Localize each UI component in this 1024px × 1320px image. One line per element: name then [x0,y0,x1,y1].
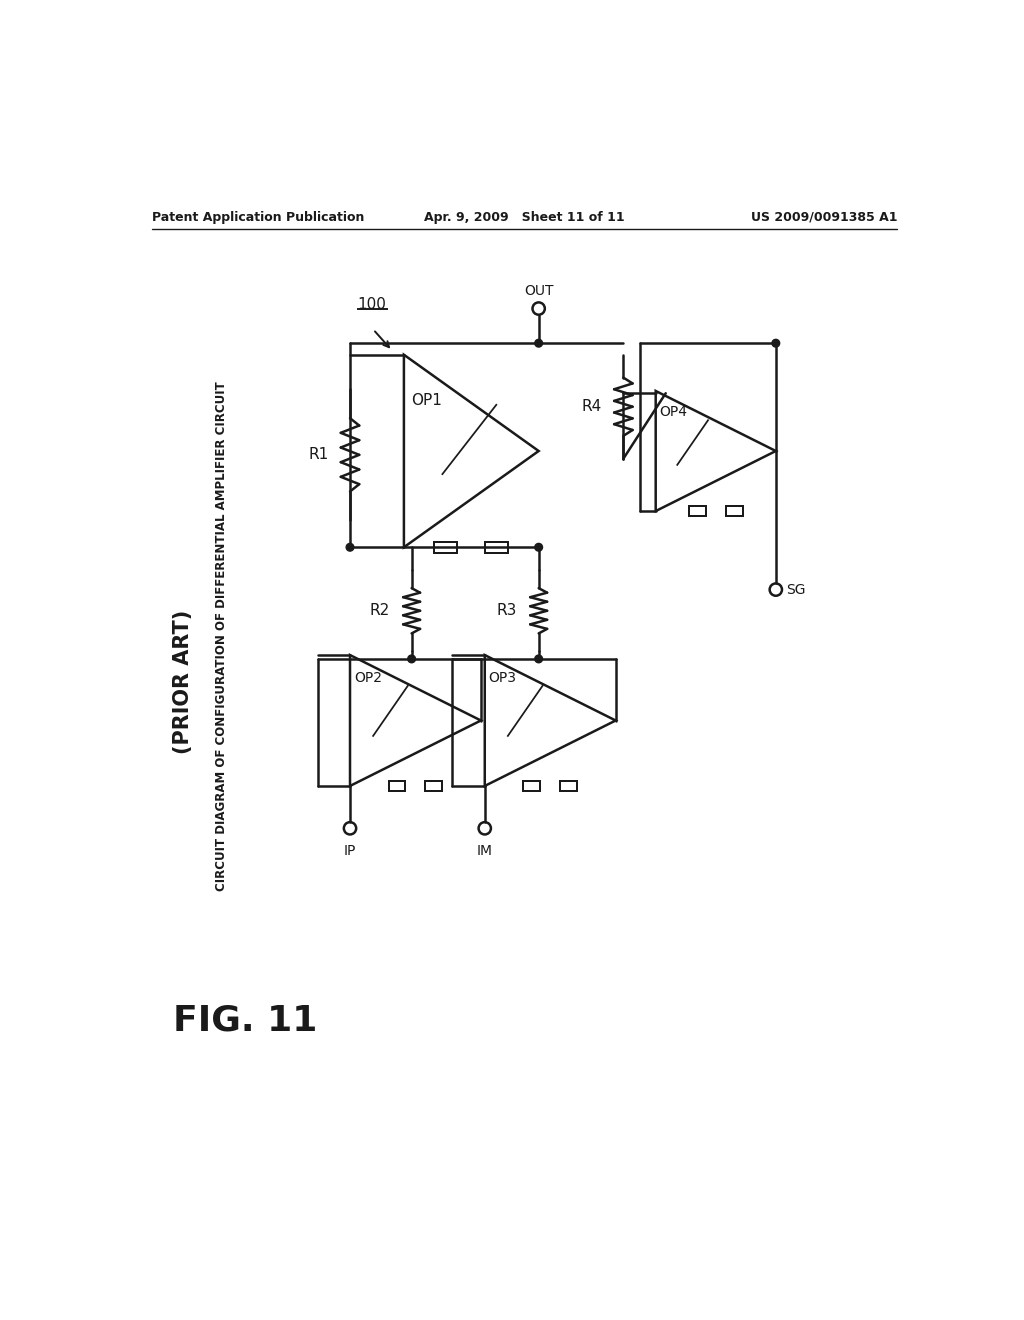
Text: IM: IM [477,843,493,858]
Text: OUT: OUT [524,284,553,298]
Circle shape [535,339,543,347]
Bar [434,543,458,553]
Bar [388,781,406,791]
Text: OP4: OP4 [659,405,687,420]
Circle shape [346,544,354,552]
Circle shape [535,655,543,663]
Text: R4: R4 [582,399,602,414]
Text: R2: R2 [370,603,390,618]
Circle shape [772,339,779,347]
Text: Patent Application Publication: Patent Application Publication [153,211,365,224]
Circle shape [535,544,543,552]
Text: FIG. 11: FIG. 11 [173,1003,317,1038]
Text: IP: IP [344,843,356,858]
Bar [689,507,706,516]
Bar [485,543,508,553]
Circle shape [408,655,416,663]
Text: 100: 100 [357,297,387,313]
Text: CIRCUIT DIAGRAM OF CONFIGURATION OF DIFFERENTIAL AMPLIFIER CIRCUIT: CIRCUIT DIAGRAM OF CONFIGURATION OF DIFF… [215,381,228,891]
Text: OP3: OP3 [488,671,517,685]
Bar [425,781,442,791]
Text: SG: SG [786,582,806,597]
Text: R3: R3 [497,603,517,618]
Bar [523,781,541,791]
Text: R1: R1 [308,447,329,462]
Text: US 2009/0091385 A1: US 2009/0091385 A1 [751,211,897,224]
Text: Apr. 9, 2009   Sheet 11 of 11: Apr. 9, 2009 Sheet 11 of 11 [425,211,625,224]
Text: (PRIOR ART): (PRIOR ART) [173,610,193,754]
Text: OP2: OP2 [354,671,382,685]
Bar [560,781,578,791]
Text: OP1: OP1 [412,393,442,408]
Bar [726,507,742,516]
